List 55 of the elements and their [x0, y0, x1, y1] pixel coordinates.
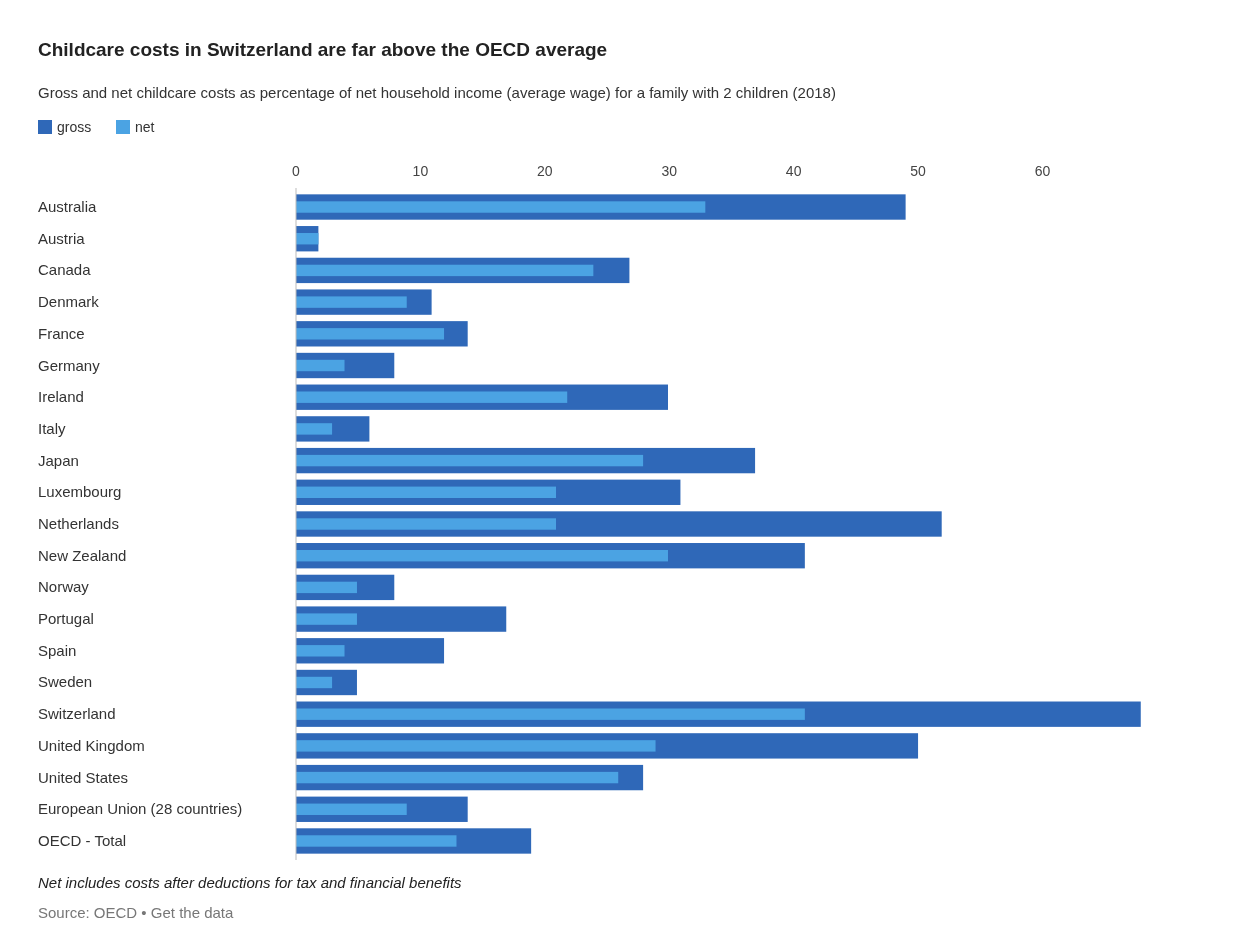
x-tick-label: 0 [292, 163, 301, 179]
y-tick-label: Japan [38, 451, 79, 469]
x-tick-label: 40 [785, 163, 802, 179]
bar [296, 454, 644, 467]
legend-label: gross [57, 119, 92, 135]
chart-title: Childcare costs in Switzerland are far above the OECD average [38, 39, 608, 60]
y-tick-label: France [38, 324, 85, 342]
legend-label: net [135, 119, 155, 135]
y-tick-label: Switzerland [38, 705, 116, 723]
bar [296, 803, 407, 815]
bar [296, 518, 557, 530]
y-tick-label: Canada [38, 261, 92, 279]
x-tick-label: 60 [1034, 163, 1051, 179]
y-tick-label: European Union (28 countries) [38, 800, 243, 818]
x-tick-label: 30 [661, 163, 678, 179]
bar [296, 486, 557, 499]
bar [296, 835, 457, 847]
text: Net includes costs after deductions for tax and financial benefits [38, 874, 463, 891]
bar [296, 549, 668, 562]
y-tick-label: Australia [38, 198, 98, 216]
x-tick-label: 50 [910, 163, 927, 179]
bar [296, 708, 805, 720]
y-tick-label: New Zealand [38, 546, 127, 564]
chart-subtitle: Gross and net childcare costs as percentage of net household income (average wage) for a family with 2 children (2018) [38, 84, 836, 101]
y-tick-label: Germany [38, 356, 101, 374]
bar [296, 613, 357, 625]
y-tick-label: Netherlands [38, 515, 119, 532]
y-tick-label: Ireland [38, 388, 84, 406]
bar [296, 264, 594, 277]
y-tick-label: United Kingdom [38, 736, 145, 754]
y-tick-label: United States [38, 768, 129, 786]
bar [296, 201, 706, 213]
bar [296, 740, 656, 752]
bar [296, 391, 568, 403]
y-tick-label: Norway [38, 578, 90, 596]
y-tick-label: Austria [38, 229, 86, 247]
bar [296, 233, 319, 245]
bar [296, 676, 333, 689]
y-tick-label: Portugal [38, 610, 94, 628]
y-tick-label: Italy [38, 419, 67, 437]
x-tick-label: 20 [537, 163, 553, 179]
bar [296, 581, 357, 594]
x-tick-label: 10 [412, 163, 429, 179]
y-tick-label: Sweden [38, 673, 93, 691]
bar [296, 296, 407, 308]
y-tick-label: Luxembourg [38, 483, 122, 501]
bar [296, 423, 333, 435]
bar [296, 645, 345, 657]
bar [296, 359, 345, 372]
bar [296, 771, 619, 784]
y-tick-label: Spain [38, 641, 77, 659]
bar [296, 328, 445, 340]
y-tick-label: OECD - Total [38, 831, 127, 849]
source-note: Source: OECD • Get the data [38, 904, 234, 921]
y-tick-label: Denmark [38, 293, 100, 311]
